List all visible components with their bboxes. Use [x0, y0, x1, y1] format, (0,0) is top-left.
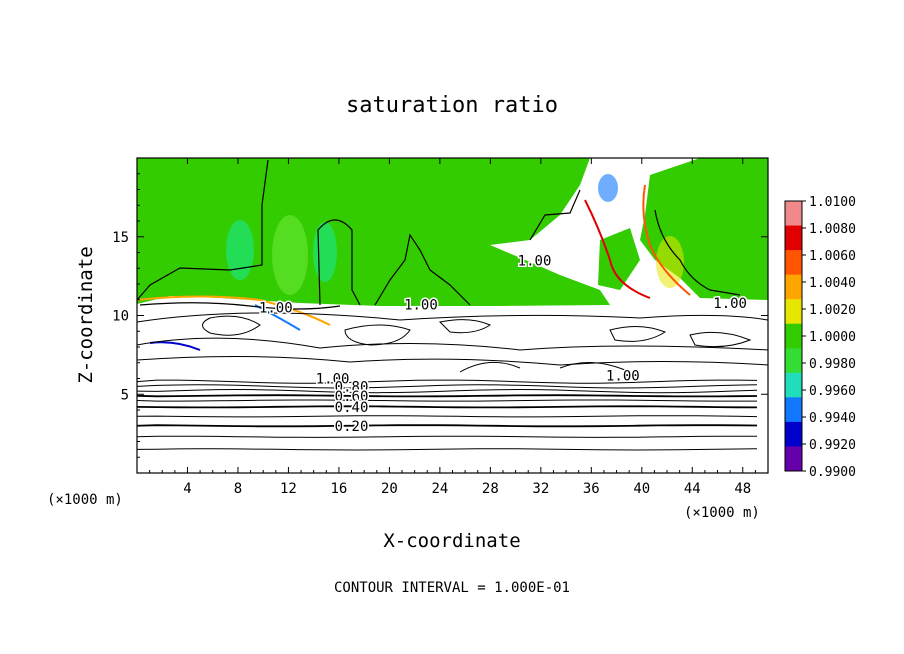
contour-line [137, 415, 758, 418]
colorbar-swatch [785, 225, 802, 251]
y-tick-label: 10 [112, 309, 129, 325]
contour-labels: 1.001.001.00 1.001.001.000.800.600.400.20 [257, 252, 748, 436]
contour-label: 0.40 [335, 400, 369, 416]
contour-line [137, 448, 758, 451]
x-tick-label: 28 [482, 481, 499, 497]
blob [313, 222, 337, 282]
x-tick-label: 20 [381, 481, 398, 497]
x-tick-label: 36 [583, 481, 600, 497]
blob [598, 174, 618, 202]
colorbar-label: 0.9980 [809, 357, 856, 372]
colorbar-label: 1.0000 [809, 330, 856, 345]
x-unit-right: (×1000 m) [684, 505, 760, 521]
y-tick-label: 15 [112, 230, 129, 246]
edge-band [642, 184, 691, 296]
colorbar-label: 0.9960 [809, 384, 856, 399]
colorbar-swatch [785, 250, 802, 276]
saturated-region-mid [598, 228, 640, 290]
contour-label: 1.00 [404, 297, 438, 313]
x-tick-label: 32 [532, 481, 549, 497]
colorbar-swatch [785, 372, 802, 398]
colorbar: 1.0100 1.0080 1.0060 1.0040 1.0020 1.0000 0.99… [784, 195, 856, 480]
x-tick-label: 16 [330, 481, 347, 497]
x-tick-label: 44 [684, 481, 701, 497]
x-tick-label: 40 [633, 481, 650, 497]
x-axis-ticks: 4 8 12 16 20 24 28 32 36 40 44 48 [149, 158, 756, 497]
colorbar-swatch [785, 446, 802, 472]
x-tick-label: 4 [183, 481, 191, 497]
colorbar-swatch [785, 201, 802, 227]
colorbar-swatch [785, 323, 802, 349]
colorbar-swatch [785, 348, 802, 374]
contour-line [137, 424, 758, 428]
y-axis-ticks: 5 10 15 [112, 173, 768, 458]
contour-label: 0.60 [335, 389, 369, 405]
plot-area: 1.001.001.00 1.001.001.000.800.600.400.20 [136, 157, 769, 474]
colorbar-swatch [785, 397, 802, 423]
contour-label: 0.80 [335, 379, 369, 395]
contour-line [137, 384, 758, 389]
edge-band [137, 295, 331, 326]
colorbar-label: 1.0080 [809, 222, 856, 237]
contour-label: 1.00 [606, 368, 640, 384]
colorbar-swatch [785, 274, 802, 300]
contour-line [137, 435, 757, 438]
x-unit-left: (×1000 m) [47, 492, 123, 508]
contour-line [137, 379, 758, 384]
contour-line [137, 405, 758, 409]
x-tick-label: 12 [280, 481, 297, 497]
x-tick-label: 24 [431, 481, 448, 497]
contour-lines-middle [137, 312, 768, 373]
contour-lines-lower [137, 379, 758, 451]
blob [656, 236, 684, 288]
colorbar-label: 1.0060 [809, 249, 856, 264]
colorbar-label: 0.9940 [809, 411, 856, 426]
saturated-region [137, 158, 610, 306]
edge-band [584, 199, 651, 299]
contour-lines-upper [137, 159, 741, 310]
blob [226, 220, 254, 280]
colorbar-swatch [785, 421, 802, 447]
contour-label: 0.20 [335, 419, 369, 435]
colorbar-swatch [785, 299, 802, 325]
x-tick-label: 48 [734, 481, 751, 497]
contour-interval-note: CONTOUR INTERVAL = 1.000E-01 [334, 580, 570, 596]
colorbar-label: 1.0040 [809, 276, 856, 291]
contour-label: 1.00 [713, 296, 747, 312]
contour-label: 1.00 [316, 372, 350, 388]
colorbar-label: 1.0100 [809, 195, 856, 210]
colorbar-label: 0.9900 [809, 465, 856, 480]
colorbar-label: 0.9920 [809, 438, 856, 453]
x-axis-label: X-coordinate [383, 530, 520, 552]
contour-label: 1.00 [259, 301, 293, 317]
contour-line [137, 399, 757, 402]
y-axis-label: Z-coordinate [75, 246, 97, 383]
y-tick-label: 5 [121, 387, 129, 403]
contour-line [137, 388, 758, 394]
blob [272, 215, 308, 295]
contour-line [137, 394, 758, 398]
contour-label: 1.00 [518, 253, 552, 269]
colorbar-label: 1.0020 [809, 303, 856, 318]
chart-title: saturation ratio [346, 93, 558, 118]
x-tick-label: 8 [234, 481, 242, 497]
